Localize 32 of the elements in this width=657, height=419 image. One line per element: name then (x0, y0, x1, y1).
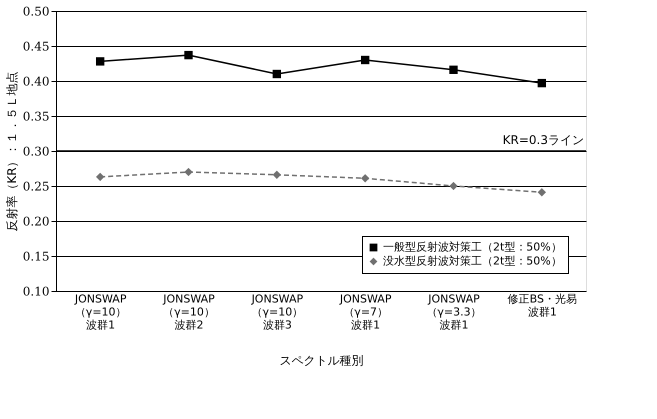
y-tick-label: 0.10 (22, 284, 50, 298)
y-tick-label: 0.25 (22, 180, 50, 194)
y-tick-label: 0.20 (22, 214, 50, 228)
point (96, 172, 104, 182)
point (184, 168, 193, 176)
ref-line-label: KR=0.3ライン (502, 133, 584, 147)
x-tick-label: JONSWAP（γ=3.3）波群1 (426, 292, 482, 332)
legend-label: 没水型反射波対策工（2t型：50%） (383, 254, 562, 268)
point (360, 56, 370, 64)
x-tick-label: JONSWAP（γ=10）波群3 (250, 292, 304, 332)
y-tick-label: 0.15 (22, 250, 50, 264)
x-tick-label: JONSWAP（γ=10）波群2 (162, 292, 216, 332)
point (449, 66, 458, 74)
y-tick-label: 0.30 (22, 144, 50, 158)
x-tick-label: 修正BS・光易波群1 (508, 292, 578, 318)
y-axis-title: 反射率（KR）：１．５Ｌ地点 (4, 71, 19, 232)
point (96, 57, 104, 66)
point (272, 70, 282, 78)
point (272, 170, 282, 179)
y-tick-label: 0.35 (22, 110, 50, 124)
y-tick-label: 0.40 (22, 74, 50, 88)
point (184, 50, 193, 60)
point (449, 182, 458, 190)
point (360, 174, 370, 182)
legend-label: 一般型反射波対策工（2t型：50%） (383, 240, 562, 254)
x-axis-title: スペクトル種別 (280, 354, 364, 368)
y-tick-label: 0.45 (22, 40, 50, 54)
x-tick-label: JONSWAP（γ=7）波群1 (338, 292, 392, 332)
x-tick-label: JONSWAP（γ=10）波群1 (74, 292, 127, 332)
point (538, 78, 546, 88)
y-tick-label: 0.50 (22, 4, 50, 18)
point (538, 188, 546, 196)
